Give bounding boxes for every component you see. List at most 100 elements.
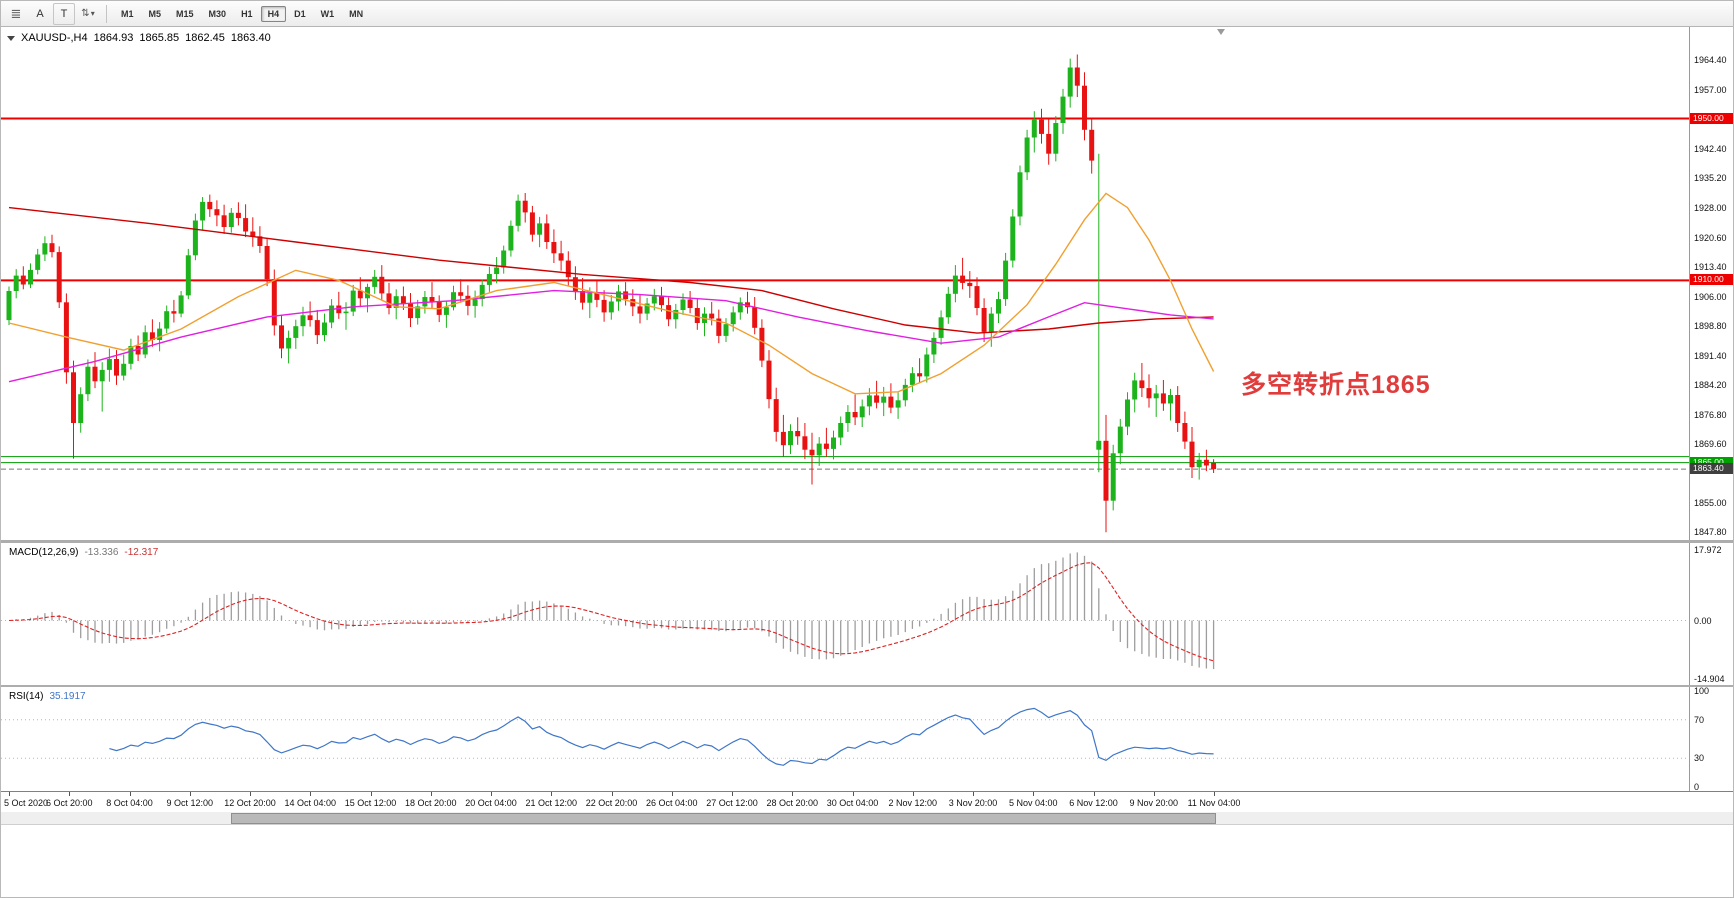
- price-tag: 1865.00: [1690, 456, 1733, 468]
- timeframe-button-w1[interactable]: W1: [320, 8, 335, 19]
- timeframe-button-m5[interactable]: M5: [148, 8, 162, 19]
- macd-name: MACD(12,26,9): [9, 547, 79, 558]
- time-axis-tick: [551, 792, 553, 796]
- price-scale-label: 1898.80: [1694, 320, 1727, 331]
- time-axis-tick: [491, 792, 492, 796]
- time-axis-label: 18 Oct 20:00: [404, 798, 457, 808]
- rsi-panel-canvas[interactable]: [1, 687, 1689, 791]
- time-axis-tick: [1093, 792, 1095, 796]
- macd-main-value: -13.336: [84, 547, 119, 558]
- symbol-dropdown-icon[interactable]: [7, 35, 15, 41]
- time-axis-label: 6 Oct 20:00: [45, 798, 93, 808]
- price-scale-label: 1891.40: [1694, 350, 1727, 361]
- symbol-period-label: XAUUSD-,H4: [21, 32, 88, 44]
- timeframe-button-d1[interactable]: D1: [294, 8, 306, 19]
- horizontal-scrollbar-thumb[interactable]: [231, 813, 1216, 824]
- time-axis-tick: [732, 792, 733, 796]
- price-scale-label: -14.904: [1694, 673, 1725, 684]
- price-tag: 1950.00: [1690, 112, 1733, 124]
- rsi-value: 35.1917: [49, 691, 86, 702]
- main-chart-canvas[interactable]: [1, 27, 1689, 540]
- price-scale-label: 70: [1694, 714, 1705, 725]
- macd-indicator-label: MACD(12,26,9) -13.336 -12.317: [9, 547, 158, 558]
- price-scale-label: 1957.00: [1694, 85, 1727, 96]
- time-axis-tick: [912, 792, 914, 796]
- price-scale-label: 100: [1694, 686, 1710, 696]
- timeframe-button-m15[interactable]: M15: [176, 8, 194, 19]
- price-scale-label: 0: [1694, 782, 1700, 792]
- time-axis-label: 5 Oct 2020: [4, 798, 49, 808]
- sort-tool-button[interactable]: ⇅ ▾: [77, 3, 99, 25]
- price-scale-label: 1928.00: [1694, 202, 1727, 213]
- time-axis-label: 11 Nov 04:00: [1187, 798, 1241, 808]
- chart-shift-marker-icon[interactable]: [1217, 29, 1225, 35]
- timeframe-group: M1 M5 M15 M30 H1 H4 D1 W1 MN: [114, 5, 370, 22]
- chevron-down-icon: ▾: [90, 9, 95, 18]
- price-scale-label: 17.972: [1694, 545, 1722, 556]
- panel-splitter[interactable]: [1, 685, 1733, 687]
- timeframe-button-h4[interactable]: H4: [260, 5, 287, 22]
- time-axis-tick: [310, 792, 312, 796]
- price-scale[interactable]: 1964.40 1957.00 1950.00 1942.40 1935.20 1928.…: [1689, 27, 1733, 792]
- time-axis-label: 5 Nov 04:00: [1008, 798, 1058, 808]
- time-axis-tick: [611, 792, 613, 796]
- ohlc-high: 1865.85: [139, 32, 180, 44]
- price-scale-label: 0.00: [1694, 615, 1712, 626]
- time-axis-label: 28 Oct 20:00: [766, 798, 819, 808]
- time-axis-label: 20 Oct 04:00: [465, 798, 517, 808]
- time-axis-label: 22 Oct 20:00: [585, 798, 638, 808]
- horizontal-scrollbar-track[interactable]: [1, 812, 1733, 825]
- time-axis-label: 15 Oct 12:00: [344, 798, 397, 808]
- macd-signal-value: -12.317: [124, 547, 159, 558]
- price-scale-label: 1869.60: [1694, 439, 1727, 449]
- rsi-indicator-label: RSI(14) 35.1917: [9, 691, 86, 702]
- time-axis-label: 14 Oct 04:00: [284, 798, 337, 808]
- price-scale-label: 1935.20: [1694, 173, 1727, 184]
- time-axis-tick: [189, 792, 191, 796]
- menu-icon[interactable]: ≣: [10, 5, 22, 21]
- timeframe-button-mn[interactable]: MN: [349, 8, 364, 19]
- time-axis-tick: [973, 792, 974, 796]
- price-scale-label: 1906.00: [1694, 291, 1727, 302]
- time-axis-label: 9 Oct 12:00: [166, 798, 214, 808]
- time-axis-tick: [9, 792, 10, 796]
- price-scale-label: 1847.80: [1694, 527, 1727, 538]
- time-axis-tick: [1214, 792, 1215, 796]
- text-tool-button[interactable]: T: [53, 2, 75, 25]
- time-axis-tick: [69, 792, 71, 796]
- timeframe-button-m1[interactable]: M1: [121, 8, 134, 19]
- time-axis[interactable]: 5 Oct 2020 6 Oct 20:00 8 Oct 04:00 9 Oct 12…: [1, 791, 1733, 811]
- time-axis-tick: [1153, 792, 1155, 796]
- time-axis-tick: [430, 792, 432, 796]
- timeframe-button-m30[interactable]: M30: [208, 8, 227, 19]
- time-axis-label: 2 Nov 12:00: [888, 798, 938, 808]
- time-axis-label: 12 Oct 20:00: [224, 798, 276, 808]
- price-scale-label: 1855.00: [1694, 498, 1727, 509]
- toolbar: ≣ A T ⇅ ▾ M1 M5 M15 M30 H1 H4 D1 W1 MN: [1, 1, 1733, 27]
- ohlc-close: 1863.40: [230, 32, 271, 44]
- time-axis-tick: [370, 792, 372, 796]
- chart-symbol-header: XAUUSD-,H4 1864.93 1865.85 1862.45 1863.…: [7, 32, 271, 44]
- cursor-tool-button[interactable]: A: [29, 3, 51, 25]
- price-tag: 1863.40: [1690, 463, 1733, 475]
- text-tool-label: T: [60, 7, 68, 20]
- time-axis-label: 30 Oct 04:00: [826, 798, 879, 808]
- up-down-arrows-icon: ⇅: [81, 8, 90, 19]
- chart-annotation-text: 多空转折点1865: [1241, 371, 1431, 399]
- cursor-tool-label: A: [36, 7, 44, 20]
- price-scale-label: 1876.80: [1694, 409, 1727, 420]
- price-scale-label: 1920.60: [1694, 232, 1727, 243]
- time-axis-label: 9 Nov 20:00: [1129, 798, 1179, 808]
- timeframe-button-h1[interactable]: H1: [241, 8, 253, 19]
- panel-splitter[interactable]: [1, 540, 1733, 543]
- macd-panel-canvas[interactable]: [1, 543, 1689, 685]
- price-scale-label: 1913.40: [1694, 261, 1727, 272]
- time-axis-tick: [1033, 792, 1035, 796]
- ohlc-open: 1864.93: [93, 32, 134, 44]
- price-scale-label: 1942.40: [1694, 144, 1727, 155]
- ohlc-low: 1862.45: [185, 32, 225, 44]
- time-axis-label: 27 Oct 12:00: [706, 798, 758, 808]
- time-axis-label: 6 Nov 12:00: [1069, 798, 1118, 808]
- time-axis-tick: [852, 792, 854, 796]
